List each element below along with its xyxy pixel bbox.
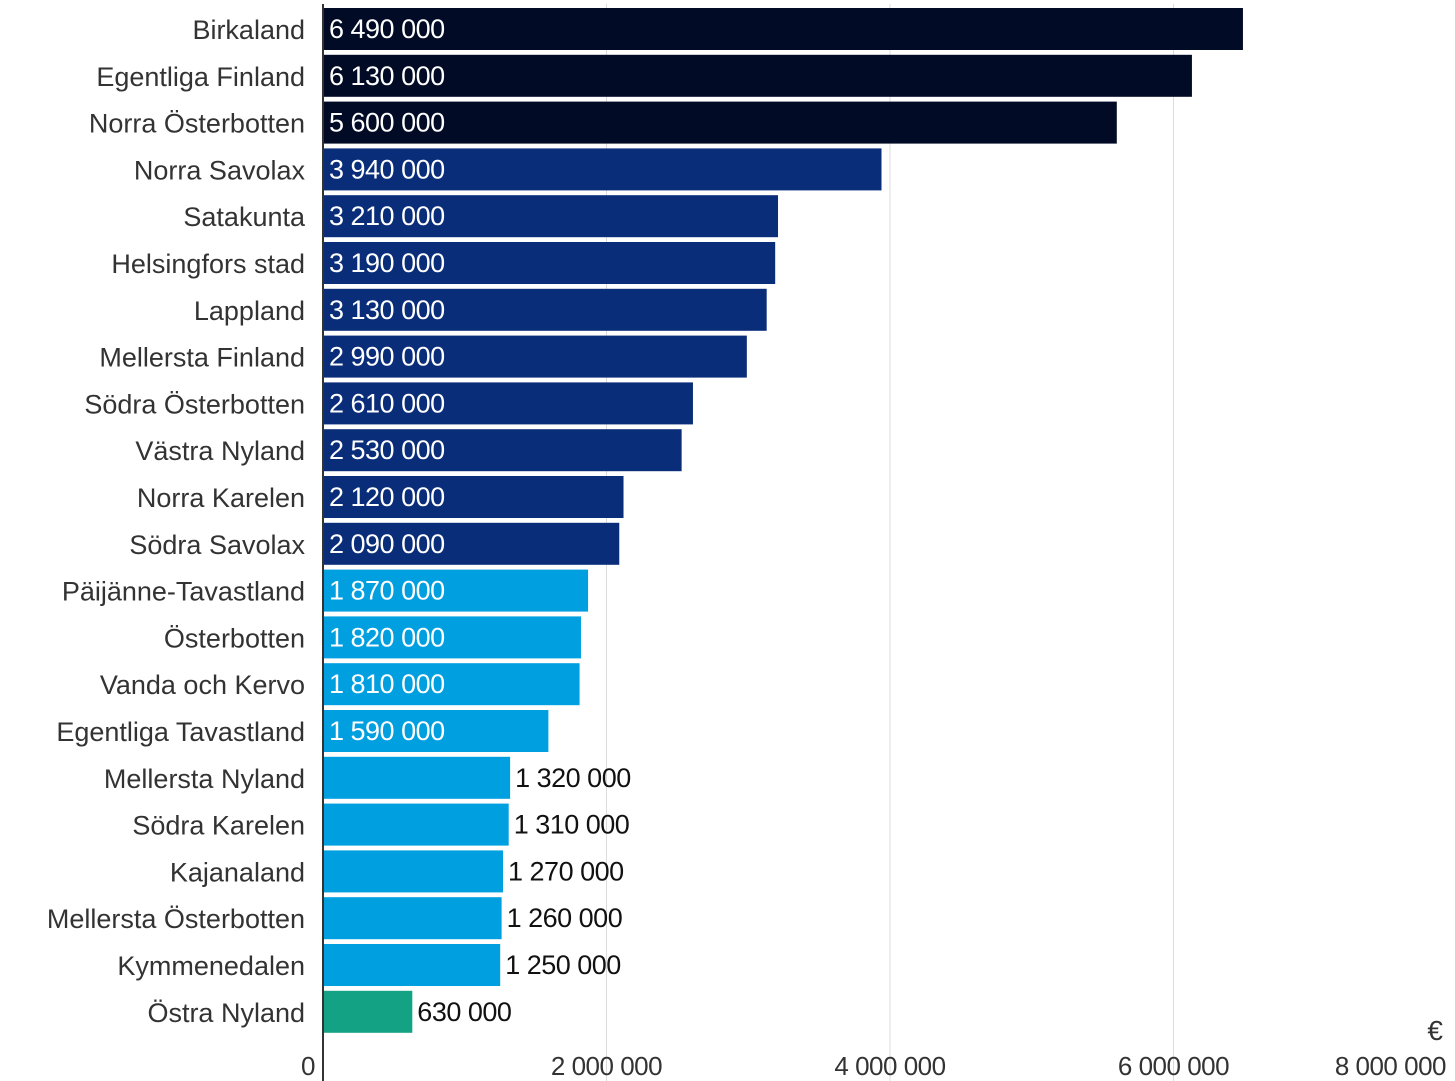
bar — [323, 990, 413, 1033]
value-label: 1 810 000 — [329, 669, 445, 699]
category-label: Egentliga Finland — [96, 62, 305, 92]
category-label: Norra Österbotten — [89, 109, 305, 139]
category-label: Norra Savolax — [134, 155, 306, 185]
category-label: Helsingfors stad — [111, 249, 305, 279]
category-labels: Birkaland Egentliga Finland Norra Österbot… — [47, 15, 306, 1028]
category-label: Östra Nyland — [147, 998, 305, 1028]
bar — [323, 944, 501, 986]
bar — [323, 850, 504, 893]
bar — [323, 8, 1243, 50]
value-labels: 6 490 000 6 130 000 5 600 000 3 940 000 3 21… — [329, 14, 631, 1027]
bar — [323, 288, 767, 331]
value-label: 1 320 000 — [515, 763, 631, 793]
bar — [323, 522, 620, 565]
value-label: 2 530 000 — [329, 435, 445, 465]
category-label: Mellersta Nyland — [104, 764, 305, 794]
value-label: 5 600 000 — [329, 108, 445, 138]
bar — [323, 756, 511, 799]
category-label: Södra Savolax — [129, 530, 305, 560]
category-label: Södra Österbotten — [84, 389, 305, 419]
category-label: Satakunta — [183, 202, 306, 232]
value-label: 1 270 000 — [508, 856, 624, 886]
bar — [323, 335, 747, 378]
category-label: Birkaland — [192, 15, 305, 45]
value-label: 1 260 000 — [507, 903, 623, 933]
value-label: 6 490 000 — [329, 14, 445, 44]
bar — [323, 382, 693, 425]
bar — [323, 663, 580, 706]
bar — [323, 101, 1117, 144]
bar — [323, 54, 1192, 97]
category-label: Mellersta Österbotten — [47, 904, 305, 934]
value-label: 630 000 — [417, 997, 511, 1027]
value-label: 1 310 000 — [514, 810, 630, 840]
x-tick-label: 0 — [301, 1051, 315, 1081]
value-label: 1 590 000 — [329, 716, 445, 746]
bar — [323, 195, 779, 238]
bar — [323, 710, 549, 752]
category-label: Norra Karelen — [137, 483, 305, 513]
category-label: Vanda och Kervo — [100, 670, 305, 700]
value-label: 2 610 000 — [329, 388, 445, 418]
x-tick-label: 2 000 000 — [551, 1051, 662, 1081]
bar — [323, 242, 776, 284]
bar — [323, 897, 502, 940]
bar — [323, 429, 682, 472]
category-label: Kajanaland — [170, 857, 305, 887]
x-tick-label: 4 000 000 — [834, 1051, 945, 1081]
bar — [323, 148, 882, 191]
value-label: 2 090 000 — [329, 529, 445, 559]
value-label: 2 120 000 — [329, 482, 445, 512]
category-label: Päijänne-Tavastland — [62, 577, 305, 607]
value-label: 3 190 000 — [329, 248, 445, 278]
bars — [323, 8, 1243, 1033]
value-label: 6 130 000 — [329, 61, 445, 91]
value-label: 1 250 000 — [505, 950, 621, 980]
category-label: Södra Karelen — [132, 811, 305, 841]
x-tick-label: 8 000 000 — [1335, 1051, 1446, 1081]
category-label: Mellersta Finland — [99, 343, 305, 373]
value-label: 3 210 000 — [329, 201, 445, 231]
value-label: 2 990 000 — [329, 342, 445, 372]
value-label: 3 130 000 — [329, 295, 445, 325]
category-label: Västra Nyland — [135, 436, 305, 466]
bar — [323, 476, 624, 518]
value-label: 1 820 000 — [329, 622, 445, 652]
x-axis-ticks: 0 2 000 000 4 000 000 6 000 000 8 000 000 — [301, 1051, 1447, 1081]
value-label: 1 870 000 — [329, 576, 445, 606]
bar — [323, 569, 589, 612]
bar — [323, 616, 581, 659]
x-tick-label: 6 000 000 — [1118, 1051, 1229, 1081]
category-label: Kymmenedalen — [117, 951, 305, 981]
unit-label: € — [1427, 1015, 1443, 1046]
category-label: Österbotten — [164, 623, 305, 653]
value-label: 3 940 000 — [329, 154, 445, 184]
category-label: Lappland — [194, 296, 305, 326]
category-label: Egentliga Tavastland — [56, 717, 305, 747]
bar — [323, 803, 509, 846]
